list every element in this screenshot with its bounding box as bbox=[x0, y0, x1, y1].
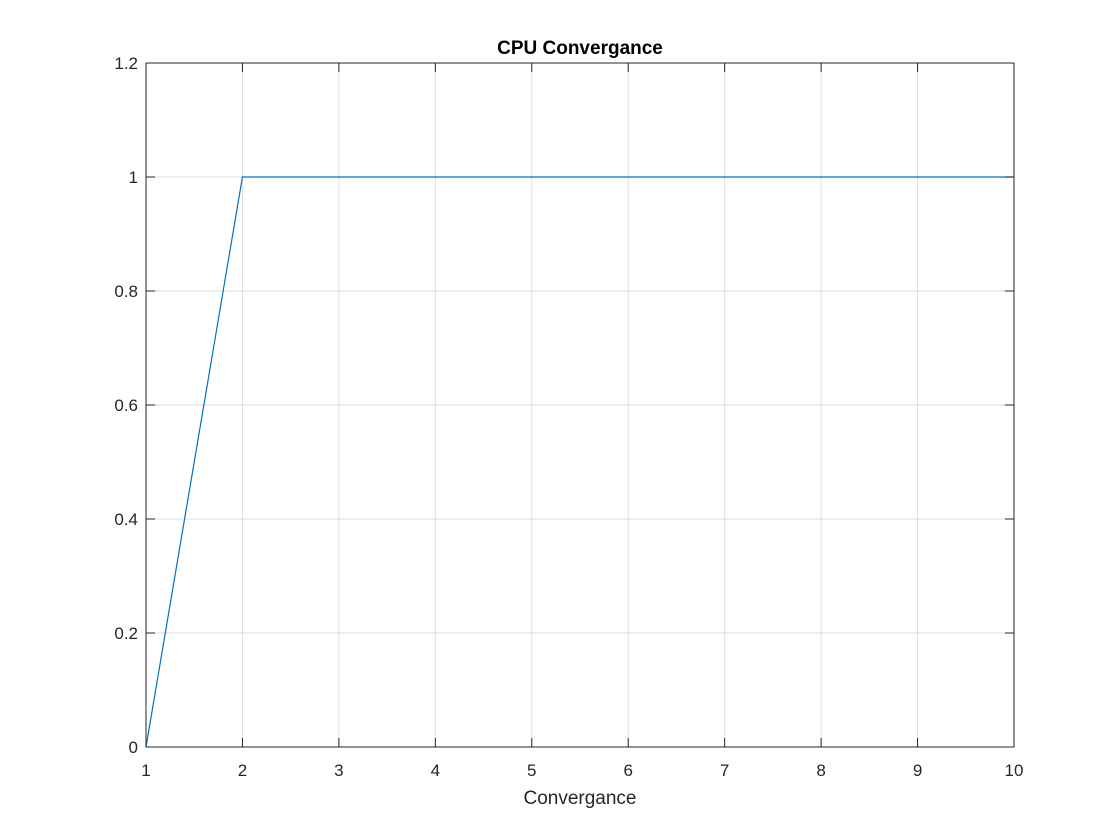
x-tick-label: 8 bbox=[816, 761, 825, 780]
x-tick-labels: 1 2 3 4 5 6 7 8 9 10 bbox=[141, 761, 1023, 780]
x-tick-label: 3 bbox=[334, 761, 343, 780]
y-tick-label: 0 bbox=[129, 738, 138, 757]
x-tick-label: 1 bbox=[141, 761, 150, 780]
x-tick-label: 2 bbox=[238, 761, 247, 780]
x-tick-label: 5 bbox=[527, 761, 536, 780]
y-tick-labels: 0 0.2 0.4 0.6 0.8 1 1.2 bbox=[114, 54, 138, 757]
x-axis-title: Convergance bbox=[523, 788, 636, 809]
y-tick-label: 1.2 bbox=[114, 54, 138, 73]
series-line bbox=[145, 176, 1014, 748]
y-tick-label: 1 bbox=[129, 168, 138, 187]
chart-title: CPU Convergance bbox=[497, 38, 663, 59]
y-tick-label: 0.8 bbox=[114, 282, 138, 301]
x-tick-label: 10 bbox=[1005, 761, 1024, 780]
y-tick-label: 0.2 bbox=[114, 624, 138, 643]
x-tick-label: 4 bbox=[431, 761, 440, 780]
y-tick-label: 0.6 bbox=[114, 396, 138, 415]
x-tick-label: 7 bbox=[720, 761, 729, 780]
tick-marks bbox=[145, 62, 1015, 748]
x-tick-label: 9 bbox=[913, 761, 922, 780]
data-series-layer bbox=[145, 176, 1014, 748]
y-tick-label: 0.4 bbox=[114, 510, 138, 529]
x-tick-label: 6 bbox=[623, 761, 632, 780]
